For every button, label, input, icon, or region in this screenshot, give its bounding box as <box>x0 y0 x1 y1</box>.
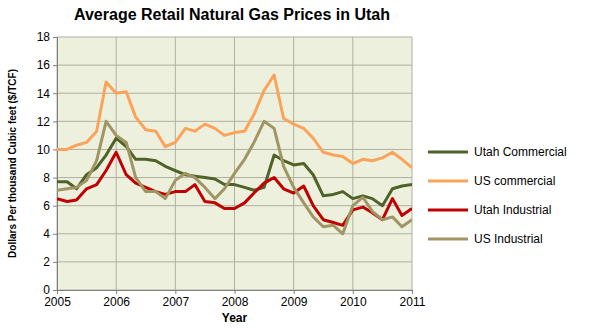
y-tick-mark <box>53 37 57 38</box>
y-axis: 024681012141618 <box>37 30 58 297</box>
y-tick-mark <box>53 234 57 235</box>
y-tick-mark <box>53 149 57 150</box>
y-tick: 2 <box>43 255 57 269</box>
legend-swatch <box>428 209 468 212</box>
x-tick-label: 2011 <box>400 295 426 309</box>
x-tick-mark <box>175 290 176 294</box>
x-tick-mark <box>294 290 295 294</box>
y-tick-mark <box>53 121 57 122</box>
y-tick-mark <box>53 206 57 207</box>
y-axis-line <box>53 38 58 291</box>
x-tick: 2006 <box>103 290 130 309</box>
series-line <box>57 121 412 233</box>
y-tick-mark <box>53 93 57 94</box>
x-tick: 2008 <box>222 290 249 309</box>
y-tick-label: 2 <box>43 255 50 269</box>
y-tick: 4 <box>43 227 57 241</box>
plot-background <box>57 37 412 290</box>
y-tick: 12 <box>37 115 57 129</box>
y-tick-mark <box>53 178 57 179</box>
chart: 0246810121416182005200620072008200920102… <box>0 0 592 328</box>
x-tick-mark <box>57 290 58 294</box>
x-tick-label: 2007 <box>162 295 189 309</box>
legend-label: US Industrial <box>474 232 543 246</box>
y-tick: 6 <box>43 199 57 213</box>
x-tick-label: 2009 <box>281 295 308 309</box>
x-axis-line <box>58 291 413 295</box>
grid-line <box>116 37 117 290</box>
legend-label: US commercial <box>474 174 555 188</box>
y-tick-label: 12 <box>37 115 51 129</box>
grid-line <box>234 37 235 290</box>
y-tick-label: 8 <box>43 171 50 185</box>
legend: Utah Commercial US commercial Utah Industr… <box>428 145 567 246</box>
x-tick-mark <box>116 290 117 294</box>
lines <box>57 75 412 234</box>
x-tick-mark <box>353 290 354 294</box>
legend-label: Utah Commercial <box>474 145 567 159</box>
grid <box>57 37 412 290</box>
x-tick-mark <box>235 290 236 294</box>
x-axis-title: Year <box>222 311 248 325</box>
y-tick: 10 <box>37 143 57 157</box>
y-tick-label: 10 <box>37 143 51 157</box>
y-tick: 8 <box>43 171 57 185</box>
x-tick-label: 2005 <box>44 295 71 309</box>
x-tick-mark <box>412 290 413 294</box>
title: Average Retail Natural Gas Prices in Uta… <box>74 6 390 23</box>
y-tick-label: 6 <box>43 199 50 213</box>
x-axis: 2005 2006 2007 2008 2009 2010 2011 <box>44 290 426 309</box>
x-tick-label: 2008 <box>222 295 249 309</box>
series-line <box>57 152 412 225</box>
legend-swatch <box>428 180 468 183</box>
y-tick-mark <box>53 290 57 291</box>
y-tick: 16 <box>37 58 57 72</box>
x-tick: 2011 <box>400 290 426 309</box>
y-axis-title: Dollars Per thousand Cubic feet ($/TCF) <box>7 69 18 258</box>
y-tick-label: 16 <box>37 58 51 72</box>
y-tick: 18 <box>37 30 57 44</box>
legend-swatch <box>428 238 468 241</box>
x-tick-label: 2010 <box>340 295 367 309</box>
x-tick-label: 2006 <box>103 295 130 309</box>
x-tick: 2005 <box>44 290 71 309</box>
x-tick: 2010 <box>340 290 367 309</box>
grid-line <box>412 37 413 290</box>
x-tick: 2009 <box>281 290 308 309</box>
y-tick-label: 18 <box>37 30 51 44</box>
legend-label: Utah Industrial <box>474 203 551 217</box>
series-line <box>57 75 412 168</box>
x-tick: 2007 <box>162 290 189 309</box>
y-tick-label: 14 <box>37 87 51 101</box>
y-tick-mark <box>53 65 57 66</box>
legend-swatch <box>428 151 468 154</box>
grid-line <box>175 37 176 290</box>
y-tick-mark <box>53 262 57 263</box>
y-tick: 14 <box>37 87 57 101</box>
y-tick-label: 4 <box>43 227 50 241</box>
